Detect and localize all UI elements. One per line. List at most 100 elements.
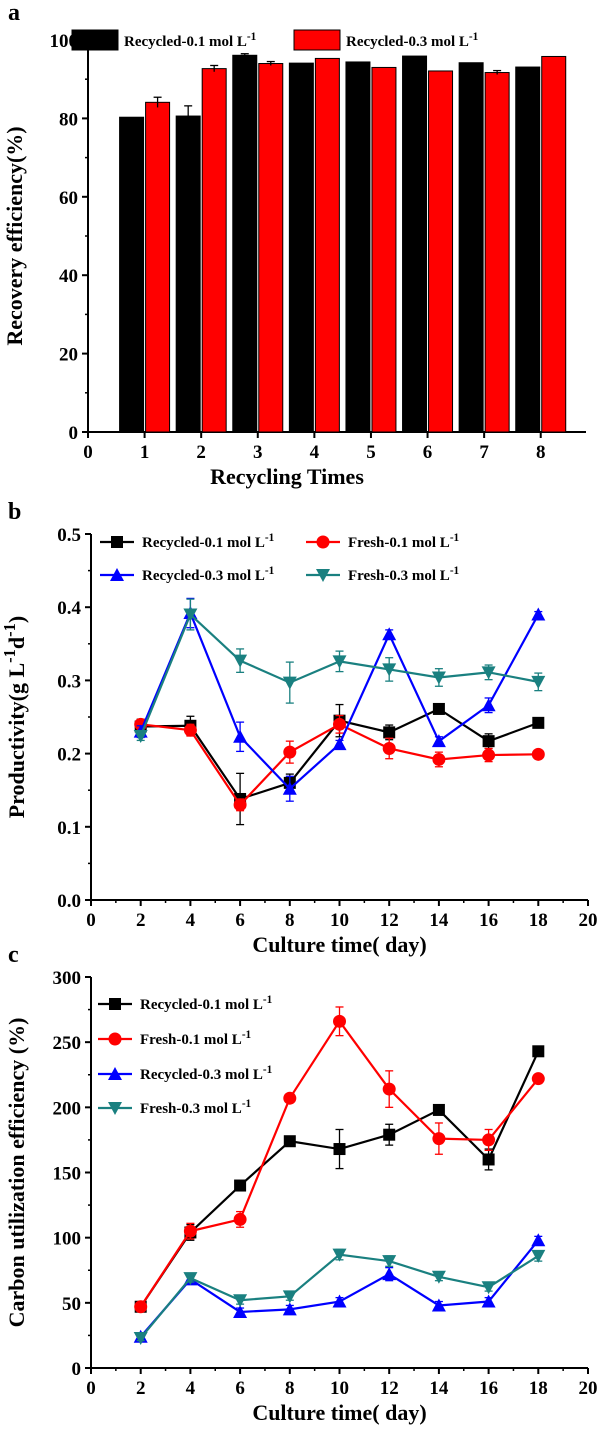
data-point <box>333 1143 346 1156</box>
legend-marker <box>108 1102 122 1115</box>
chart-panel-c: 0 50 100 150 200 250 300 0 2 4 6 8 10 12 14 16 18 20 Cultu… <box>4 942 598 1425</box>
data-point <box>481 698 496 712</box>
y-tick-label: 0.0 <box>57 891 81 912</box>
legend-label: Recycled-0.3 mol L-1 <box>142 565 275 584</box>
legend: Recycled-0.1 mol L-1 Fresh-0.1 mol L-1 Rec… <box>100 532 460 584</box>
data-point <box>233 1212 247 1226</box>
legend-marker <box>111 536 123 548</box>
data-point <box>183 1224 197 1238</box>
legend-label: Recycled-0.1 mol L-1 <box>140 994 273 1013</box>
data-point <box>282 676 297 690</box>
x-tick-label: 16 <box>479 910 498 931</box>
y-tick-label: 60 <box>59 188 78 209</box>
y-tick-label: 300 <box>53 968 82 989</box>
data-point <box>432 1103 445 1116</box>
x-tick-label: 4 <box>186 1378 196 1399</box>
bar <box>119 116 145 433</box>
x-tick-label: 6 <box>423 442 433 463</box>
data-point <box>332 655 347 669</box>
bar <box>314 57 340 433</box>
bar <box>232 54 258 433</box>
chart-panel-b: 0.0 0.1 0.2 0.3 0.4 0.5 0 2 4 6 8 10 12 14 16 18 20 Cultu… <box>0 499 598 957</box>
data-point <box>183 1272 198 1286</box>
y-tick-label: 80 <box>59 109 78 130</box>
data-point <box>233 798 247 812</box>
legend-label: Fresh-0.3 mol L-1 <box>140 1098 252 1117</box>
bar <box>458 62 484 433</box>
x-tick-label: 20 <box>579 1378 598 1399</box>
bar <box>402 55 428 433</box>
data-point <box>282 1290 297 1304</box>
x-tick-label: 5 <box>366 442 376 463</box>
y-axis-title: Productivity(g L-1d-1) <box>0 616 29 819</box>
x-tick-label: 18 <box>529 910 548 931</box>
bar <box>201 68 227 433</box>
data-point <box>283 1091 297 1105</box>
x-tick-label: 0 <box>86 910 96 931</box>
y-tick-label: 100 <box>53 1229 82 1250</box>
series-line <box>133 1248 546 1346</box>
y-tick-label: 20 <box>59 345 78 366</box>
x-tick-label: 16 <box>479 1378 498 1399</box>
legend-marker <box>316 569 330 582</box>
x-tick-label: 12 <box>380 910 399 931</box>
series-line <box>134 714 545 812</box>
x-tick-label: 12 <box>380 1378 399 1399</box>
x-tick-label: 7 <box>479 442 489 463</box>
series-line <box>134 1006 545 1314</box>
data-point <box>183 608 198 622</box>
data-point <box>382 1082 396 1096</box>
legend-marker <box>108 1032 122 1046</box>
data-point <box>482 1133 496 1147</box>
bar <box>428 70 454 433</box>
data-point <box>482 748 496 762</box>
y-axis-title: Recovery efficiency(%) <box>2 126 27 345</box>
x-tick-label: 8 <box>536 442 546 463</box>
data-point <box>382 741 396 755</box>
data-point <box>233 1294 248 1308</box>
legend-swatch <box>71 29 119 51</box>
x-tick-label: 8 <box>285 1378 295 1399</box>
data-point <box>431 671 446 685</box>
series-path <box>139 1050 540 1308</box>
legend: Recycled-0.1 mol L-1 Recycled-0.3 mol L-1 <box>71 29 479 51</box>
data-point <box>432 752 446 766</box>
data-point <box>432 702 445 715</box>
data-point <box>233 1304 248 1318</box>
y-tick-label: 100 <box>50 31 79 52</box>
legend-marker <box>316 535 330 549</box>
data-point <box>531 675 546 689</box>
y-tick-label: 0.1 <box>57 818 81 839</box>
x-tick-label: 14 <box>429 910 449 931</box>
data-point <box>382 627 397 641</box>
legend-label: Fresh-0.1 mol L-1 <box>348 532 460 551</box>
data-point <box>482 1153 495 1166</box>
x-tick-label: 4 <box>310 442 320 463</box>
bar <box>541 55 567 433</box>
series-path <box>139 610 540 791</box>
data-point <box>431 734 446 748</box>
x-tick-label: 14 <box>429 1378 449 1399</box>
data-point <box>481 1281 496 1295</box>
x-tick-label: 0 <box>83 442 93 463</box>
data-point <box>333 717 346 731</box>
y-tick-label: 0 <box>72 1359 82 1380</box>
bar <box>371 66 397 433</box>
legend-label: Recycled-0.1 mol L-1 <box>124 31 257 50</box>
y-tick-label: 0.5 <box>57 525 81 546</box>
data-point <box>282 781 297 795</box>
y-tick-label: 0.3 <box>57 671 81 692</box>
legend-marker <box>110 568 124 581</box>
bar <box>288 62 314 433</box>
x-tick-label: 6 <box>235 1378 245 1399</box>
y-tick-label: 200 <box>53 1098 82 1119</box>
x-tick-label: 0 <box>86 1378 96 1399</box>
y-axis-title: Carbon utilization efficiency (%) <box>4 1018 29 1328</box>
data-point <box>481 666 496 680</box>
panel-label: c <box>8 942 19 968</box>
data-point <box>532 1045 545 1058</box>
bar <box>145 101 171 433</box>
data-point <box>532 716 545 729</box>
data-point <box>481 1294 496 1308</box>
bar <box>515 66 541 433</box>
